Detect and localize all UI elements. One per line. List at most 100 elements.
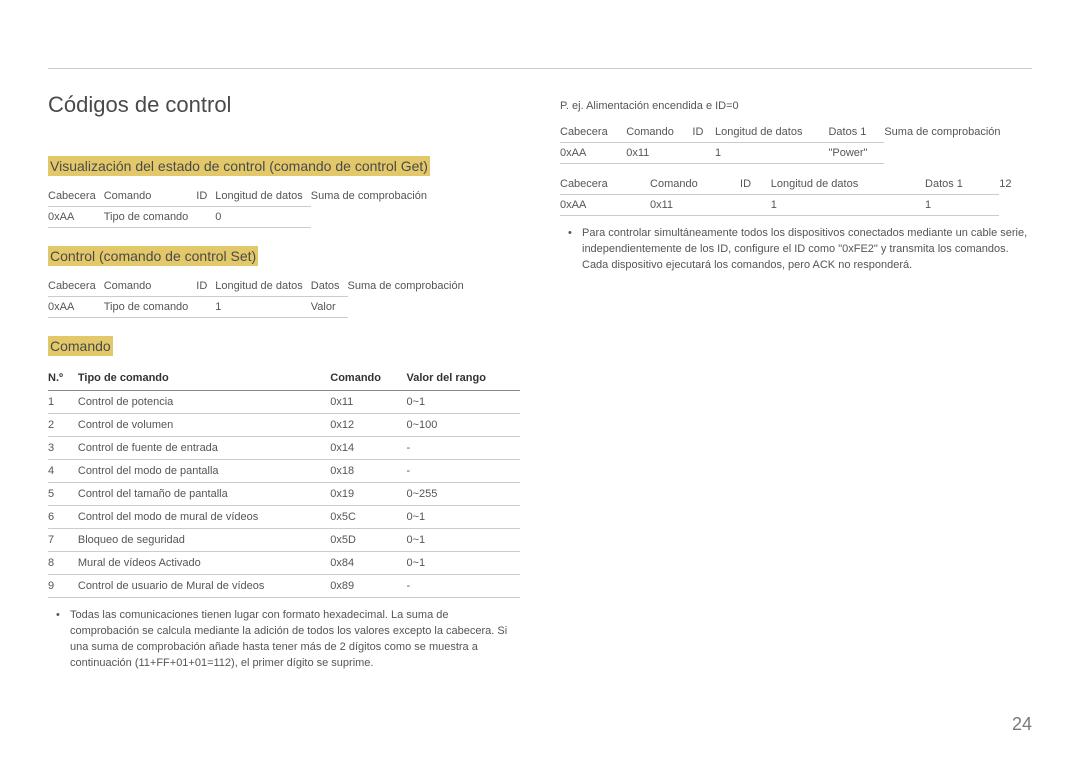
td: Bloqueo de seguridad [78,529,330,552]
th: Cabecera [48,186,104,207]
td: 1 [715,143,828,164]
th: Tipo de comando [78,366,330,391]
th: Suma de comprobación [348,276,472,318]
right-note-list: Para controlar simultáneamente todos los… [560,226,1032,274]
td: Control de volumen [78,414,330,437]
td: 0~255 [406,483,520,506]
td: 0x12 [330,414,406,437]
left-note-list: Todas las comunicaciones tienen lugar co… [48,608,520,672]
heading-get: Visualización del estado de control (com… [48,156,430,176]
td: 0x11 [626,143,692,164]
th: Longitud de datos [215,186,310,207]
table-row: 1Control de potencia0x110~1 [48,391,520,414]
td [692,143,715,164]
td: Control de fuente de entrada [78,437,330,460]
th: Longitud de datos [771,174,925,195]
td: 0x11 [330,391,406,414]
th: Longitud de datos [215,276,310,297]
table-row: 7Bloqueo de seguridad0x5D0~1 [48,529,520,552]
td: 0xAA [48,207,104,228]
td: 0~100 [406,414,520,437]
td: Control del tamaño de pantalla [78,483,330,506]
table-row: 3Control de fuente de entrada0x14- [48,437,520,460]
td [196,207,215,228]
left-note: Todas las comunicaciones tienen lugar co… [70,608,520,672]
td: 0x18 [330,460,406,483]
td: 0xAA [560,195,650,216]
page-title: Códigos de control [48,92,520,118]
td: 0xAA [48,297,104,318]
table-get-header-row: Cabecera Comando ID Longitud de datos Su… [48,186,435,207]
th: Datos 1 [925,174,999,195]
td: 1 [48,391,78,414]
table-get: Cabecera Comando ID Longitud de datos Su… [48,186,435,228]
th: Comando [330,366,406,391]
td: 0~1 [406,506,520,529]
td: 1 [771,195,925,216]
right-note: Para controlar simultáneamente todos los… [582,226,1032,274]
td: 0~1 [406,529,520,552]
td: 1 [215,297,310,318]
th: Comando [104,276,197,297]
th: ID [196,276,215,297]
th: ID [692,122,715,143]
td: 0x5D [330,529,406,552]
table-row: Cabecera Comando ID Longitud de datos Da… [560,122,1032,143]
page-number: 24 [1012,714,1032,735]
table-row: Cabecera Comando ID Longitud de datos Da… [560,174,1032,195]
table-row: 0xAA 0x11 1 1 [560,195,1032,216]
th: Datos 1 [828,122,884,143]
heading-set: Control (comando de control Set) [48,246,258,266]
td: Tipo de comando [104,297,197,318]
td [740,195,771,216]
td: - [406,460,520,483]
table-row: 8Mural de vídeos Activado0x840~1 [48,552,520,575]
td: - [406,437,520,460]
td: 0x19 [330,483,406,506]
td: 1 [925,195,999,216]
example-label: P. ej. Alimentación encendida e ID=0 [560,100,1032,112]
th: Valor del rango [406,366,520,391]
table-set-header-row: Cabecera Comando ID Longitud de datos Da… [48,276,472,297]
table-row: 5Control del tamaño de pantalla0x190~255 [48,483,520,506]
td: "Power" [828,143,884,164]
td: 0x89 [330,575,406,598]
table-row: 2Control de volumen0x120~100 [48,414,520,437]
td: 0xAA [560,143,626,164]
td: - [406,575,520,598]
td: Control de potencia [78,391,330,414]
td [196,297,215,318]
td: 0~1 [406,552,520,575]
th: Comando [650,174,740,195]
td: Mural de vídeos Activado [78,552,330,575]
th: ID [740,174,771,195]
td: Valor [311,297,348,318]
th: Comando [626,122,692,143]
right-column: P. ej. Alimentación encendida e ID=0 Cab… [560,92,1032,672]
td: 0x5C [330,506,406,529]
table-example-2: Cabecera Comando ID Longitud de datos Da… [560,174,1032,216]
th: Cabecera [560,174,650,195]
th: Datos [311,276,348,297]
td: 5 [48,483,78,506]
td [999,195,1032,216]
td: 2 [48,414,78,437]
table-example-1: Cabecera Comando ID Longitud de datos Da… [560,122,1032,164]
td: 9 [48,575,78,598]
td: Tipo de comando [104,207,197,228]
left-column: Códigos de control Visualización del est… [48,92,520,672]
th: N.º [48,366,78,391]
td: Control de usuario de Mural de vídeos [78,575,330,598]
th-extra: 12 [999,174,1032,195]
table-row: 6Control del modo de mural de vídeos0x5C… [48,506,520,529]
td: 4 [48,460,78,483]
td: 8 [48,552,78,575]
table-row: 9Control de usuario de Mural de vídeos0x… [48,575,520,598]
th: Cabecera [560,122,626,143]
td: 0x14 [330,437,406,460]
table-comando: N.º Tipo de comando Comando Valor del ra… [48,366,520,598]
td: Control del modo de pantalla [78,460,330,483]
top-horizontal-rule [48,68,1032,69]
table-set: Cabecera Comando ID Longitud de datos Da… [48,276,472,318]
td: 0x84 [330,552,406,575]
